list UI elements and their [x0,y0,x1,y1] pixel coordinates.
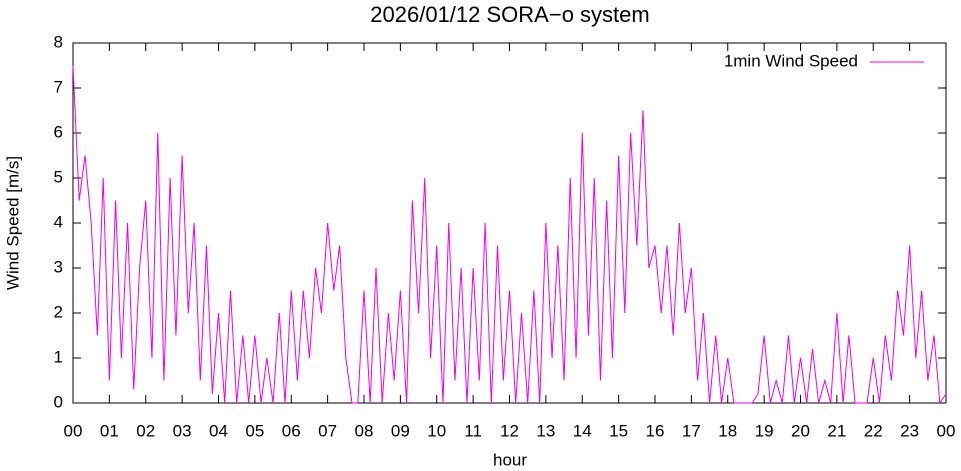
x-tick-label: 18 [718,421,737,440]
y-tick-label: 5 [54,167,63,186]
y-tick-label: 0 [54,392,63,411]
y-tick-label: 4 [54,212,63,231]
x-tick-label: 03 [173,421,192,440]
x-tick-label: 21 [827,421,846,440]
chart-title: 2026/01/12 SORA−o system [370,2,649,27]
x-tick-label: 01 [100,421,119,440]
x-tick-label: 10 [427,421,446,440]
x-tick-label: 19 [755,421,774,440]
x-tick-label: 08 [355,421,374,440]
x-tick-label: 17 [682,421,701,440]
y-tick-label: 1 [54,347,63,366]
y-tick-label: 7 [54,77,63,96]
x-tick-label: 06 [282,421,301,440]
y-tick-label: 3 [54,257,63,276]
x-tick-label: 11 [464,421,482,440]
x-tick-label: 12 [500,421,519,440]
legend-label: 1min Wind Speed [724,51,858,70]
x-tick-label: 22 [864,421,883,440]
x-tick-label: 07 [318,421,337,440]
x-axis-label: hour [493,450,527,469]
x-tick-label: 05 [245,421,264,440]
x-tick-label: 14 [573,421,592,440]
wind-line [72,65,947,405]
x-tick-label: 00 [937,421,956,440]
x-tick-label: 20 [791,421,810,440]
y-tick-label: 8 [54,32,63,51]
x-tick-label: 16 [646,421,665,440]
y-tick-label: 2 [54,302,63,321]
y-tick-label: 6 [54,122,63,141]
x-tick-label: 04 [209,421,228,440]
x-tick-label: 15 [609,421,628,440]
x-tick-label: 00 [64,421,83,440]
x-tick-label: 23 [900,421,919,440]
x-tick-label: 13 [536,421,555,440]
plot-frame [72,42,947,404]
x-tick-label: 02 [136,421,155,440]
x-tick-label: 09 [391,421,410,440]
y-axis-label: Wind Speed [m/s] [3,156,22,290]
